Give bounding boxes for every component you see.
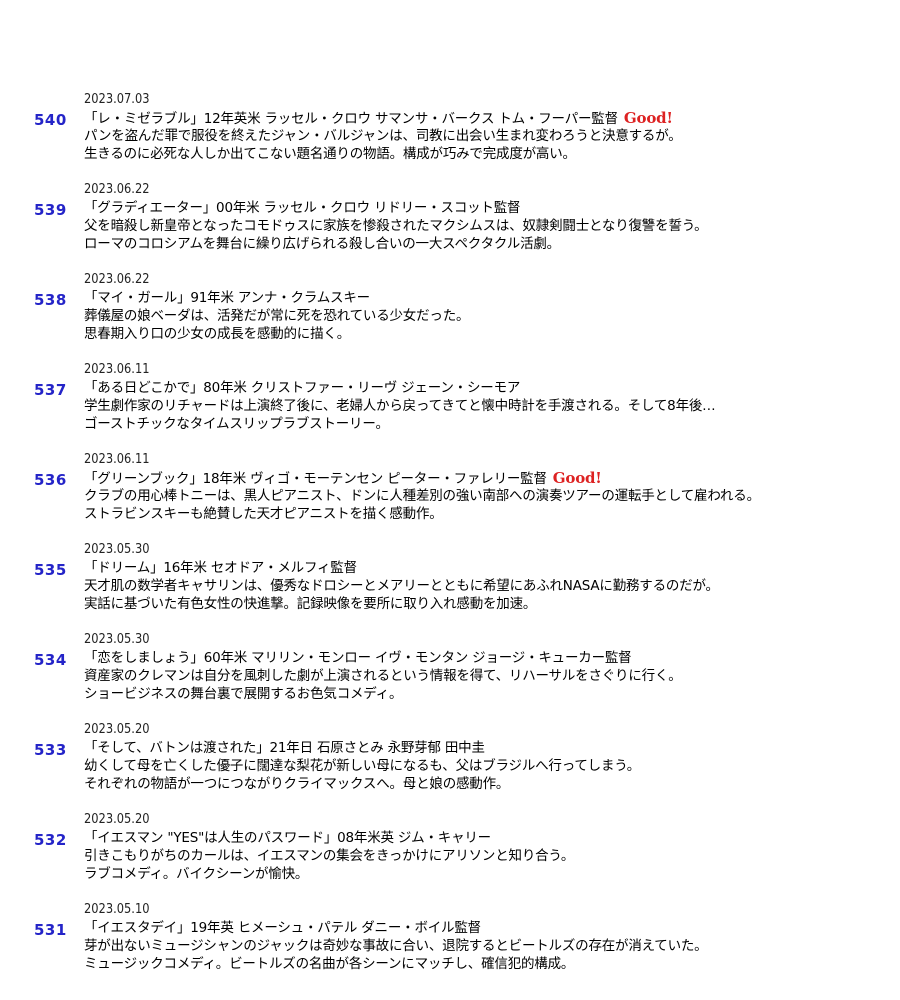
good-badge: Good! bbox=[552, 469, 602, 487]
entry-comment: 生きるのに必死な人しか出てこない題名通りの物語。構成が巧みで完成度が高い。 bbox=[84, 146, 576, 162]
entry-title-line: 「イエスタデイ」19年英 ヒメーシュ・パテル ダニー・ボイル監督 bbox=[84, 919, 481, 937]
entry-comment: それぞれの物語が一つにつながりクライマックスへ。母と娘の感動作。 bbox=[84, 776, 510, 792]
entry-date: 2023.05.20 bbox=[84, 722, 150, 737]
entry-title-line: 「グラディエーター」00年米 ラッセル・クロウ リドリー・スコット監督 bbox=[84, 199, 521, 217]
entry-comment: ショービジネスの舞台裏で展開するお色気コメディ。 bbox=[84, 686, 403, 702]
entry-date: 2023.05.10 bbox=[84, 902, 150, 917]
entry-title: 「グラディエーター」00年米 ラッセル・クロウ リドリー・スコット監督 bbox=[84, 200, 521, 216]
entry-comment: 思春期入り口の少女の成長を感動的に描く。 bbox=[84, 326, 350, 342]
good-badge: Good! bbox=[623, 109, 673, 127]
review-entry: 537 2023.06.11 「ある日どこかで」80年米 クリストファー・リーヴ ジ… bbox=[0, 361, 900, 451]
movie-review-list: 540 2023.07.03 「レ・ミゼラブル」12年英米 ラッセル・クロウ サマン… bbox=[0, 91, 900, 991]
entry-title-line: 「イエスマン "YES"は人生のパスワード」08年米英 ジム・キャリー bbox=[84, 829, 491, 847]
entry-title-line: 「ある日どこかで」80年米 クリストファー・リーヴ ジェーン・シーモア bbox=[84, 379, 520, 397]
entry-title: 「グリーンブック」18年米 ヴィゴ・モーテンセン ピーター・ファレリー監督 bbox=[84, 471, 547, 487]
entry-comment: ラブコメディ。バイクシーンが愉快。 bbox=[84, 866, 309, 882]
review-entry: 531 2023.05.10 「イエスタデイ」19年英 ヒメーシュ・パテル ダニー・… bbox=[0, 901, 900, 991]
review-entry: 538 2023.06.22 「マイ・ガール」91年米 アンナ・クラムスキー葬儀屋の… bbox=[0, 271, 900, 361]
entry-number: 534 bbox=[34, 651, 67, 669]
entry-number: 535 bbox=[34, 561, 67, 579]
entry-date: 2023.06.22 bbox=[84, 272, 150, 287]
entry-number: 537 bbox=[34, 381, 67, 399]
entry-title-line: 「恋をしましょう」60年米 マリリン・モンロー イヴ・モンタン ジョージ・キュー… bbox=[84, 649, 632, 667]
entry-comment: ゴーストチックなタイムスリップラブストーリー。 bbox=[84, 416, 389, 432]
entry-title: 「イエスマン "YES"は人生のパスワード」08年米英 ジム・キャリー bbox=[84, 830, 491, 846]
entry-number: 531 bbox=[34, 921, 67, 939]
entry-number: 532 bbox=[34, 831, 67, 849]
entry-date: 2023.07.03 bbox=[84, 92, 150, 107]
entry-synopsis: 芽が出ないミュージシャンのジャックは奇妙な事故に合い、退院するとビートルズの存在… bbox=[84, 938, 708, 954]
entry-title: 「そして、バトンは渡された」21年日 石原さとみ 永野芽郁 田中圭 bbox=[84, 740, 485, 756]
entry-number: 539 bbox=[34, 201, 67, 219]
entry-synopsis: パンを盗んだ罪で服役を終えたジャン・バルジャンは、司教に出会い生まれ変わろうと決… bbox=[84, 128, 682, 144]
entry-date: 2023.05.30 bbox=[84, 632, 150, 647]
review-entry: 536 2023.06.11 「グリーンブック」18年米 ヴィゴ・モーテンセン ピー… bbox=[0, 451, 900, 541]
entry-number: 540 bbox=[34, 111, 67, 129]
entry-title-line: 「そして、バトンは渡された」21年日 石原さとみ 永野芽郁 田中圭 bbox=[84, 739, 485, 757]
entry-number: 536 bbox=[34, 471, 67, 489]
entry-title: 「イエスタデイ」19年英 ヒメーシュ・パテル ダニー・ボイル監督 bbox=[84, 920, 481, 936]
entry-title: 「レ・ミゼラブル」12年英米 ラッセル・クロウ サマンサ・バークス トム・フーパ… bbox=[84, 111, 618, 127]
entry-date: 2023.05.30 bbox=[84, 542, 150, 557]
entry-comment: 実話に基づいた有色女性の快進撃。記録映像を要所に取り入れ感動を加速。 bbox=[84, 596, 537, 612]
entry-comment: ローマのコロシアムを舞台に繰り広げられる殺し合いの一大スペクタクル活劇。 bbox=[84, 236, 560, 252]
entry-synopsis: 引きこもりがちのカールは、イエスマンの集会をきっかけにアリソンと知り合う。 bbox=[84, 848, 575, 864]
entry-title: 「ある日どこかで」80年米 クリストファー・リーヴ ジェーン・シーモア bbox=[84, 380, 521, 396]
entry-title: 「恋をしましょう」60年米 マリリン・モンロー イヴ・モンタン ジョージ・キュー… bbox=[84, 650, 632, 666]
entry-date: 2023.06.22 bbox=[84, 182, 150, 197]
entry-number: 538 bbox=[34, 291, 67, 309]
entry-synopsis: 学生劇作家のリチャードは上演終了後に、老婦人から戻ってきてと懐中時計を手渡される… bbox=[84, 398, 716, 414]
entry-date: 2023.05.20 bbox=[84, 812, 150, 827]
review-entry: 532 2023.05.20 「イエスマン "YES"は人生のパスワード」08年米英… bbox=[0, 811, 900, 901]
entry-synopsis: クラブの用心棒トニーは、黒人ピアニスト、ドンに人種差別の強い南部への演奏ツアーの… bbox=[84, 488, 760, 504]
entry-number: 533 bbox=[34, 741, 67, 759]
entry-synopsis: 幼くして母を亡くした優子に闊達な梨花が新しい母になるも、父はブラジルへ行ってしま… bbox=[84, 758, 641, 774]
review-entry: 539 2023.06.22 「グラディエーター」00年米 ラッセル・クロウ リドリ… bbox=[0, 181, 900, 271]
entry-title: 「マイ・ガール」91年米 アンナ・クラムスキー bbox=[84, 290, 370, 306]
entry-date: 2023.06.11 bbox=[84, 362, 150, 377]
entry-title-line: 「レ・ミゼラブル」12年英米 ラッセル・クロウ サマンサ・バークス トム・フーパ… bbox=[84, 109, 673, 128]
entry-title-line: 「マイ・ガール」91年米 アンナ・クラムスキー bbox=[84, 289, 370, 307]
entry-synopsis: 父を暗殺し新皇帝となったコモドゥスに家族を惨殺されたマクシムスは、奴隷剣闘士とな… bbox=[84, 218, 708, 234]
entry-comment: ミュージックコメディ。ビートルズの名曲が各シーンにマッチし、確信犯的構成。 bbox=[84, 956, 575, 972]
review-entry: 540 2023.07.03 「レ・ミゼラブル」12年英米 ラッセル・クロウ サマン… bbox=[0, 91, 900, 181]
entry-comment: ストラビンスキーも絶賛した天才ピアニストを描く感動作。 bbox=[84, 506, 443, 522]
entry-title: 「ドリーム」16年米 セオドア・メルフィ監督 bbox=[84, 560, 357, 576]
entry-synopsis: 葬儀屋の娘ベーダは、活発だが常に死を恐れている少女だった。 bbox=[84, 308, 470, 324]
entry-title-line: 「ドリーム」16年米 セオドア・メルフィ監督 bbox=[84, 559, 357, 577]
entry-synopsis: 天才肌の数学者キャサリンは、優秀なドロシーとメアリーとともに希望にあふれNASA… bbox=[84, 578, 719, 594]
entry-date: 2023.06.11 bbox=[84, 452, 150, 467]
entry-synopsis: 資産家のクレマンは自分を風刺した劇が上演されるという情報を得て、リハーサルをさぐ… bbox=[84, 668, 682, 684]
review-entry: 535 2023.05.30 「ドリーム」16年米 セオドア・メルフィ監督天才肌の数… bbox=[0, 541, 900, 631]
review-entry: 534 2023.05.30 「恋をしましょう」60年米 マリリン・モンロー イヴ・… bbox=[0, 631, 900, 721]
entry-title-line: 「グリーンブック」18年米 ヴィゴ・モーテンセン ピーター・ファレリー監督 Goo… bbox=[84, 469, 602, 488]
review-entry: 533 2023.05.20 「そして、バトンは渡された」21年日 石原さとみ 永野… bbox=[0, 721, 900, 811]
